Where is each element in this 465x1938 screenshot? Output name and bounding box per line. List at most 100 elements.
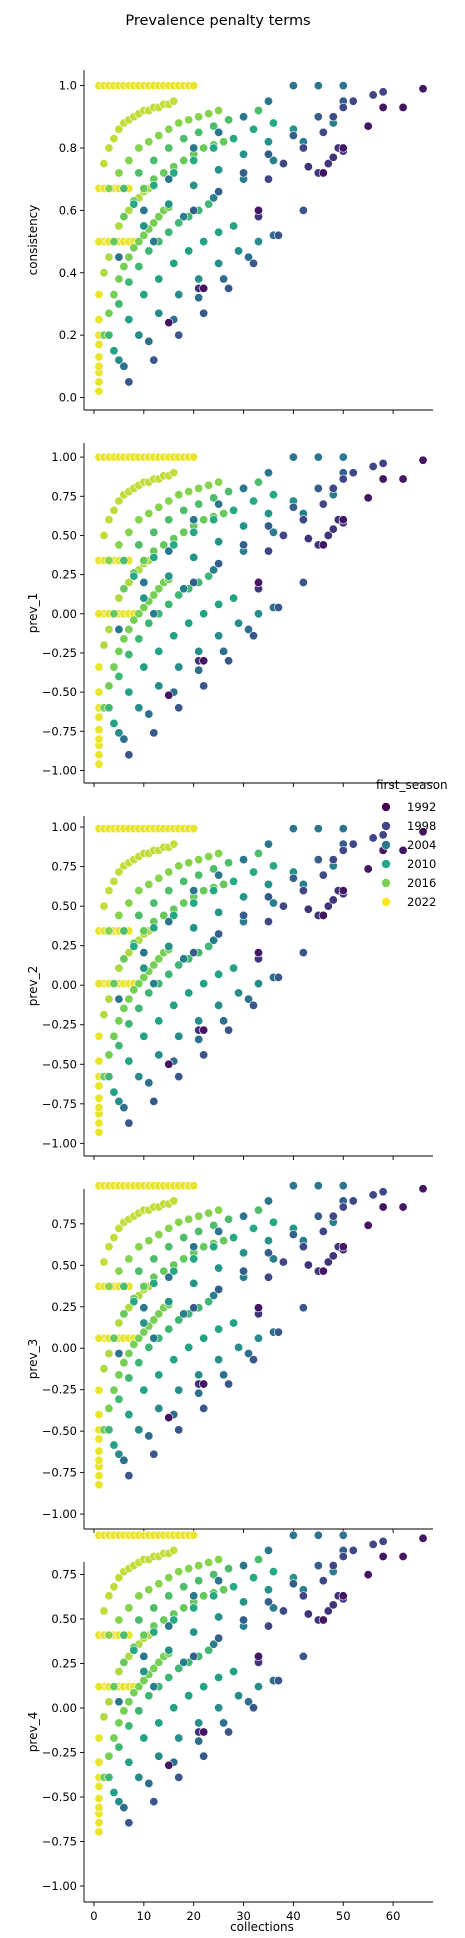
scatter-point <box>323 1606 333 1616</box>
scatter-point <box>154 274 164 284</box>
scatter-point <box>214 1284 224 1294</box>
y-tick-label: 0.75 <box>51 860 77 874</box>
scatter-point <box>114 728 124 738</box>
scatter-point <box>209 143 219 153</box>
scatter-point <box>398 102 408 112</box>
scatter-point <box>134 1706 144 1716</box>
scatter-point <box>328 1211 338 1221</box>
scatter-point <box>179 876 189 886</box>
scatter-point <box>204 109 214 119</box>
scatter-point <box>114 1449 124 1459</box>
scatter-point <box>249 1223 259 1233</box>
y-tick-label: 0.00 <box>51 607 77 621</box>
scatter-point <box>219 1370 229 1380</box>
scatter-point <box>154 1050 164 1060</box>
scatter-point <box>194 127 204 137</box>
scatter-point <box>149 180 159 190</box>
scatter-point <box>288 502 298 512</box>
scatter-point <box>164 571 174 581</box>
scatter-point <box>323 159 333 169</box>
scatter-point <box>249 496 259 506</box>
scatter-point <box>368 1539 378 1549</box>
scatter-point <box>194 1370 204 1380</box>
scatter-point <box>119 212 129 222</box>
scatter-point <box>184 1342 194 1352</box>
scatter-point <box>318 168 328 178</box>
scatter-point <box>249 1703 259 1713</box>
scatter-point <box>199 886 209 896</box>
scatter-point <box>378 1202 388 1212</box>
scatter-point <box>154 1403 164 1413</box>
scatter-point <box>164 174 174 184</box>
scatter-point <box>114 1615 124 1625</box>
scatter-point <box>129 615 139 625</box>
scatter-point <box>328 152 338 162</box>
scatter-point <box>129 199 139 209</box>
scatter-point <box>114 1096 124 1106</box>
scatter-point <box>134 262 144 272</box>
scatter-point <box>174 1315 184 1325</box>
scatter-point <box>328 1561 338 1571</box>
legend-entry: 1992 <box>407 800 436 814</box>
scatter-point <box>229 593 239 603</box>
scatter-point <box>139 184 149 194</box>
scatter-point <box>104 515 114 525</box>
scatter-point <box>313 1211 323 1221</box>
scatter-point <box>149 960 159 970</box>
legend-title: first_season <box>376 778 448 792</box>
scatter-point <box>249 1000 259 1010</box>
scatter-point <box>338 1242 348 1252</box>
scatter-point <box>134 1615 144 1625</box>
scatter-point <box>104 926 114 936</box>
scatter-point <box>179 134 189 144</box>
scatter-point <box>303 534 313 544</box>
scatter-point <box>164 1272 174 1282</box>
scatter-point <box>313 483 323 493</box>
scatter-point <box>109 346 119 356</box>
scatter-point <box>149 1627 159 1637</box>
scatter-point <box>234 1691 244 1701</box>
scatter-point <box>323 530 333 540</box>
scatter-point <box>313 1181 323 1191</box>
scatter-point <box>134 886 144 896</box>
scatter-point <box>114 221 124 231</box>
scatter-point <box>363 493 373 503</box>
scatter-point <box>114 867 124 877</box>
scatter-point <box>199 1333 209 1343</box>
scatter-point <box>184 1214 194 1224</box>
scatter-point <box>318 127 328 137</box>
scatter-point <box>199 609 209 619</box>
scatter-point <box>378 87 388 97</box>
legend-marker <box>381 859 391 869</box>
scatter-point <box>219 137 229 147</box>
scatter-point <box>164 886 174 896</box>
scatter-point <box>134 330 144 340</box>
scatter-point <box>199 656 209 666</box>
scatter-point <box>174 118 184 128</box>
scatter-point <box>338 515 348 525</box>
scatter-point <box>363 864 373 874</box>
scatter-point <box>288 131 298 141</box>
scatter-point <box>154 502 164 512</box>
y-tick-label: 0.25 <box>51 568 77 582</box>
panel-prev_2: −1.00 −0.75 −0.50 −0.25 0.00 0.25 0.50 0.75 1.00… <box>26 816 433 1160</box>
scatter-point <box>164 546 174 556</box>
scatter-point <box>134 143 144 153</box>
scatter-point <box>124 1721 134 1731</box>
scatter-point <box>313 1561 323 1571</box>
scatter-point <box>149 1315 159 1325</box>
scatter-point <box>124 1118 134 1128</box>
scatter-point <box>229 1666 239 1676</box>
scatter-point <box>199 1751 209 1761</box>
scatter-point <box>154 131 164 141</box>
scatter-point <box>99 901 109 911</box>
legend-marker <box>381 878 391 888</box>
scatter-point <box>109 1682 119 1692</box>
scatter-point <box>224 1564 234 1574</box>
scatter-point <box>174 1072 184 1082</box>
scatter-point <box>134 634 144 644</box>
scatter-point <box>134 1591 144 1601</box>
scatter-point <box>418 455 428 465</box>
scatter-point <box>214 1226 224 1236</box>
scatter-point <box>263 892 273 902</box>
